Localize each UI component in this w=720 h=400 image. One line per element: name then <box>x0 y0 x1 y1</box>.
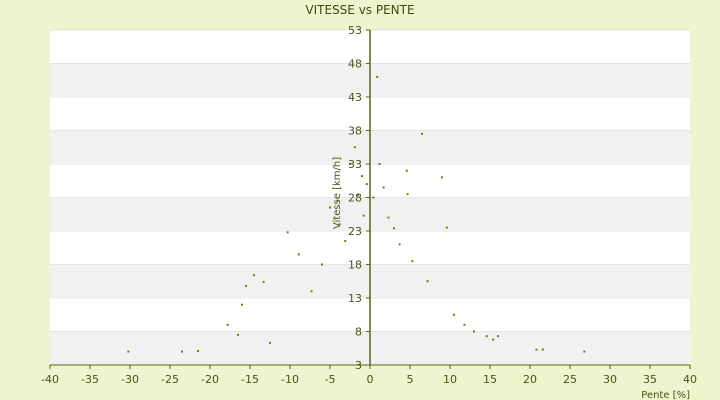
data-point <box>338 223 341 226</box>
x-tick-label: 40 <box>683 373 697 386</box>
data-point <box>349 163 351 165</box>
x-tick-label: -20 <box>201 373 219 386</box>
x-tick-label: -15 <box>241 373 259 386</box>
data-point <box>262 280 265 283</box>
x-tick-label: 0 <box>367 373 374 386</box>
data-point <box>365 183 368 186</box>
data-point <box>445 226 448 229</box>
data-point <box>426 280 429 283</box>
data-points <box>127 75 586 353</box>
x-tick-labels: -40 -35 -30 -25 -20 -15 -10 -5 0 5 10 15 20 25 30 35 40 <box>41 365 697 386</box>
x-tick-label: -35 <box>81 373 99 386</box>
y-axis-label: Vitesse [km/h] <box>332 157 343 229</box>
data-point <box>497 335 499 338</box>
y-tick-label: 13 <box>348 292 362 305</box>
y-tick-label: 18 <box>348 259 362 272</box>
data-point <box>310 290 313 293</box>
data-point <box>535 348 538 351</box>
data-point <box>387 216 390 219</box>
data-point <box>357 193 359 196</box>
x-tick-label: -25 <box>161 373 179 386</box>
data-point <box>441 176 443 179</box>
data-point <box>245 284 247 287</box>
data-point <box>463 323 466 326</box>
data-point <box>241 303 243 306</box>
data-point <box>485 335 488 338</box>
x-tick-label: 30 <box>603 373 617 386</box>
data-point <box>382 186 385 189</box>
data-point <box>336 199 339 202</box>
x-tick-label: -40 <box>41 373 59 386</box>
data-point <box>197 349 199 352</box>
data-point <box>421 132 423 135</box>
y-tick-label: 28 <box>348 192 362 205</box>
y-tick-label: 33 <box>348 158 362 171</box>
data-point <box>127 350 130 353</box>
y-tick-label: 53 <box>348 24 362 37</box>
data-point <box>393 227 395 230</box>
data-point <box>376 75 379 78</box>
data-point <box>411 260 414 263</box>
x-tick-label: -5 <box>325 373 336 386</box>
data-point <box>378 163 381 165</box>
data-point <box>181 350 183 353</box>
data-point <box>541 348 544 351</box>
data-point <box>492 338 495 341</box>
data-point <box>297 253 300 256</box>
data-point <box>321 263 323 266</box>
y-tick-label: 48 <box>348 58 362 71</box>
x-tick-label: 5 <box>407 373 414 386</box>
x-tick-label: 15 <box>483 373 497 386</box>
data-point <box>329 206 331 209</box>
y-tick-label: 8 <box>355 326 362 339</box>
data-point <box>361 175 363 178</box>
data-point <box>405 169 408 172</box>
y-tick-label: 38 <box>348 125 362 138</box>
data-point <box>286 231 289 234</box>
x-tick-label: -10 <box>281 373 299 386</box>
data-point <box>398 243 401 246</box>
data-point <box>226 323 229 326</box>
x-axis-label: Pente [%] <box>641 390 690 400</box>
x-tick-label: 20 <box>523 373 537 386</box>
x-tick-label: 25 <box>563 373 577 386</box>
data-point <box>269 341 271 344</box>
data-point <box>253 274 255 277</box>
data-point <box>453 313 455 316</box>
data-point <box>362 214 365 217</box>
data-point <box>344 240 347 243</box>
x-tick-label: -30 <box>121 373 139 386</box>
y-tick-label: 23 <box>348 225 362 238</box>
data-point <box>406 193 409 196</box>
y-tick-label: 3 <box>355 359 362 372</box>
y-tick-label: 43 <box>348 91 362 104</box>
x-tick-label: 35 <box>643 373 657 386</box>
x-tick-label: 10 <box>443 373 457 386</box>
data-point <box>372 196 375 199</box>
data-point <box>237 333 239 336</box>
data-point <box>473 330 475 333</box>
data-point <box>583 350 586 353</box>
data-point <box>353 146 356 149</box>
chart-title: VITESSE vs PENTE <box>305 3 414 17</box>
